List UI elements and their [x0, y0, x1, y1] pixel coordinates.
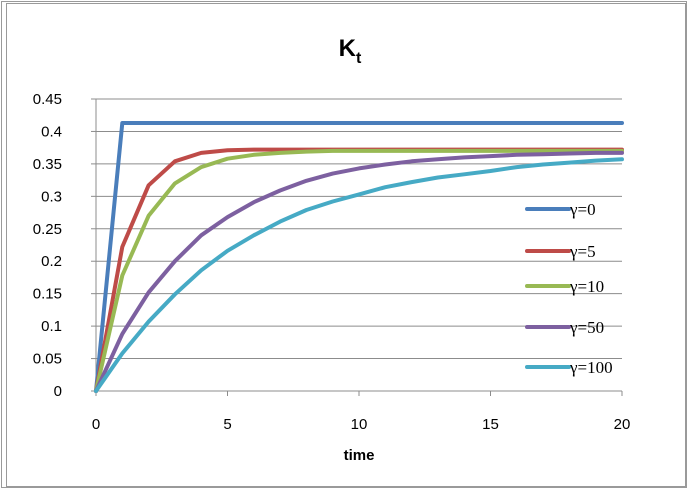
legend-label: γ=0: [569, 200, 596, 219]
x-tick-label: 10: [351, 416, 368, 433]
series-line-0: [94, 121, 624, 393]
y-tick-label: 0.05: [33, 351, 62, 368]
legend-item-4: γ=100: [525, 358, 613, 377]
y-tick-label: 0: [54, 383, 62, 400]
y-tick-labels: 0 0.05 0.1 0.15 0.2 0.25 0.3 0.35 0.4 0.45: [33, 91, 62, 400]
chart-title-main: K: [339, 35, 357, 62]
legend-label: γ=100: [569, 358, 613, 377]
chart-area-border: [6, 3, 686, 487]
legend-item-1: γ=5: [525, 242, 596, 261]
legend-item-3: γ=50: [525, 318, 604, 337]
legend-item-0: γ=0: [525, 200, 596, 219]
y-tick-label: 0.3: [41, 188, 62, 205]
chart-title-subscript: t: [356, 50, 362, 67]
y-tick-label: 0.1: [41, 318, 62, 335]
y-tick-label: 0.45: [33, 91, 62, 108]
series-line-2: [94, 148, 624, 393]
x-tick-label: 20: [614, 416, 631, 433]
series-line-3: [94, 150, 624, 393]
x-axis-label: time: [344, 447, 375, 464]
chart-title: Kt: [339, 35, 362, 67]
axes: [95, 99, 623, 396]
x-tick-label: 15: [482, 416, 499, 433]
y-tick-label: 0.35: [33, 156, 62, 173]
y-tick-label: 0.15: [33, 286, 62, 303]
legend: γ=0 γ=5 γ=10 γ=50 γ=100: [525, 200, 613, 377]
series-lines: [94, 121, 624, 393]
legend-item-2: γ=10: [525, 277, 604, 296]
x-tick-label: 5: [223, 416, 231, 433]
legend-label: γ=50: [569, 318, 604, 337]
legend-label: γ=10: [569, 277, 604, 296]
y-tick-label: 0.25: [33, 221, 62, 238]
x-tick-label: 0: [92, 416, 100, 433]
y-tick-label: 0.2: [41, 253, 62, 270]
series-line-4: [94, 157, 624, 393]
gridlines: [91, 98, 622, 392]
x-tick-labels: 0 5 10 15 20: [92, 416, 631, 433]
y-tick-label: 0.4: [41, 123, 62, 140]
legend-label: γ=5: [569, 242, 596, 261]
